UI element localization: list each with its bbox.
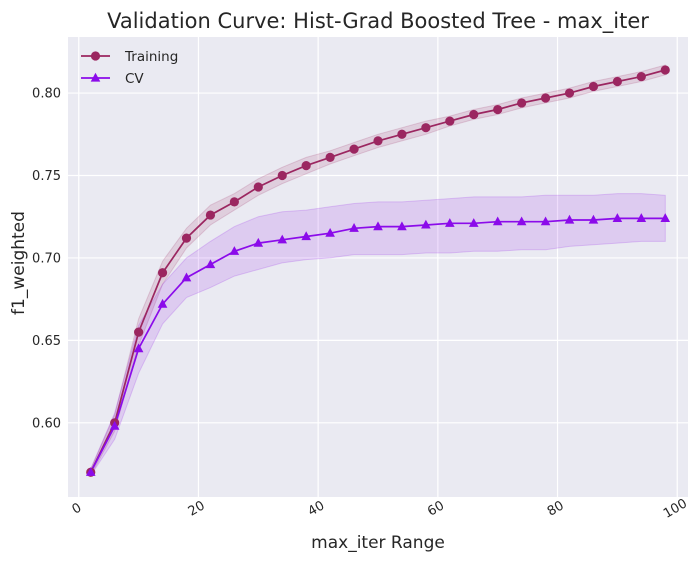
- training-point: [636, 71, 646, 82]
- x-tick-label: 60: [425, 498, 447, 519]
- training-point: [229, 197, 239, 207]
- cv-point: [492, 216, 503, 226]
- cv-point: [516, 216, 527, 226]
- x-tick-label: 20: [186, 498, 208, 519]
- legend-cv-label: CV: [125, 71, 144, 87]
- training-point: [493, 104, 503, 115]
- legend-training-label: Training: [124, 49, 178, 65]
- cv-point: [397, 221, 407, 231]
- cv-point: [373, 221, 383, 231]
- cv-point: [205, 259, 216, 269]
- training-point: [588, 81, 599, 92]
- training-point: [277, 170, 287, 181]
- training-band: [90, 64, 666, 476]
- training-point: [421, 123, 431, 133]
- training-point: [469, 109, 479, 120]
- y-axis-label: f1_weighted: [9, 211, 29, 315]
- training-point: [564, 88, 575, 98]
- cv-point: [612, 213, 623, 222]
- y-tick-label: 0.65: [32, 334, 61, 349]
- cv-point: [253, 237, 264, 247]
- training-point: [397, 129, 407, 139]
- cv-point: [229, 246, 240, 255]
- training-point: [134, 327, 144, 337]
- cv-point: [181, 272, 192, 282]
- cv-point: [588, 214, 599, 224]
- training-point: [612, 76, 622, 87]
- plot-area: [68, 37, 688, 497]
- training-point: [660, 65, 670, 75]
- x-axis-label: max_iter Range: [311, 533, 445, 553]
- cv-point: [349, 223, 359, 232]
- y-tick-label: 0.75: [32, 169, 61, 184]
- x-tick-label: 40: [305, 498, 327, 519]
- training-point: [349, 144, 359, 154]
- cv-point: [421, 219, 431, 229]
- series-markers: [85, 65, 671, 477]
- x-axis-ticks: 0 20 40 60 80 100: [70, 496, 690, 521]
- cv-point: [85, 467, 96, 476]
- training-point: [301, 161, 311, 171]
- training-point: [253, 182, 263, 192]
- cv-band: [90, 193, 666, 478]
- y-tick-label: 0.60: [32, 416, 61, 431]
- cv-point: [445, 218, 455, 227]
- cv-point: [325, 228, 335, 237]
- cv-point: [133, 343, 144, 353]
- cv-point: [540, 216, 551, 226]
- confidence-bands: [90, 64, 666, 478]
- grid: [68, 37, 688, 497]
- training-point: [373, 136, 383, 146]
- legend: Training CV: [81, 49, 178, 87]
- training-point: [205, 210, 216, 220]
- y-tick-label: 0.70: [32, 251, 61, 266]
- legend-cv-marker: [90, 72, 101, 82]
- cv-point: [277, 234, 288, 244]
- cv-point: [157, 298, 168, 308]
- legend-training-marker: [90, 51, 101, 61]
- y-tick-label: 0.80: [32, 87, 61, 102]
- cv-point: [301, 231, 311, 241]
- y-axis-ticks: 0.60 0.65 0.70 0.75 0.80: [32, 87, 61, 432]
- training-point: [540, 93, 551, 103]
- training-point: [517, 98, 527, 108]
- training-point: [157, 268, 168, 278]
- cv-point: [636, 213, 647, 222]
- training-point: [325, 152, 335, 162]
- training-point: [445, 116, 455, 126]
- cv-point: [109, 420, 120, 430]
- cv-point: [660, 213, 671, 222]
- x-tick-label: 80: [545, 498, 567, 519]
- cv-point: [468, 218, 479, 227]
- training-point: [181, 233, 192, 243]
- chart-title: Validation Curve: Hist-Grad Boosted Tree…: [107, 9, 649, 34]
- cv-point: [564, 214, 575, 224]
